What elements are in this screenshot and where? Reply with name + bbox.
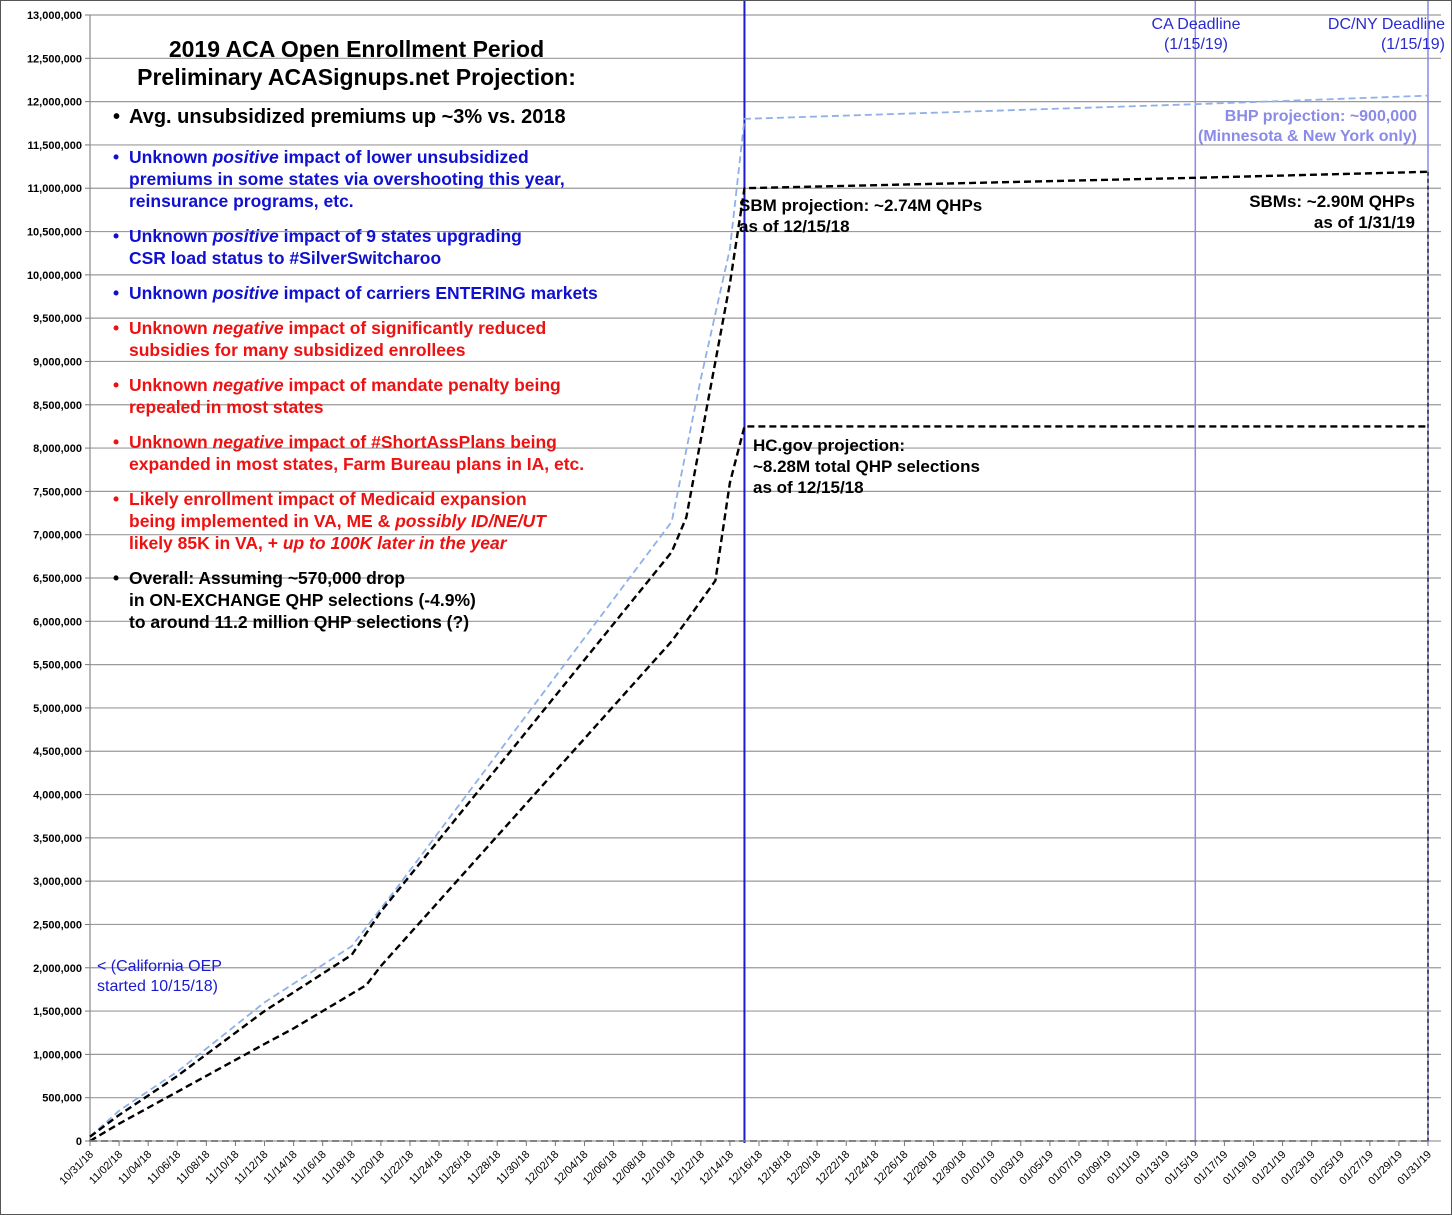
bullet-item: • Avg. unsubsidized premiums up ~3% vs. 2…	[113, 105, 598, 129]
california-oep-annotation: < (California OEP started 10/15/18)	[97, 958, 222, 995]
bullet-emphasis: possibly ID/NE/UT	[395, 511, 546, 531]
y-tick-label: 9,000,000	[33, 356, 82, 368]
y-tick-label: 9,500,000	[33, 313, 82, 325]
bullet-emphasis: up to 100K later in the year	[282, 533, 507, 553]
y-tick-label: 500,000	[42, 1093, 82, 1105]
y-tick-label: 12,000,000	[27, 97, 82, 109]
bullet-dot-icon: •	[113, 147, 120, 167]
bullet-text: Unknown	[129, 283, 213, 303]
bullet-text: impact of carriers ENTERING markets	[278, 283, 598, 303]
bullet-dot-icon: •	[113, 432, 120, 452]
bullet-item: • Unknown positive impact of lower unsubs…	[113, 146, 598, 212]
y-tick-label: 8,000,000	[33, 443, 82, 455]
dcny-deadline-label: DC/NY Deadline (1/15/19)	[1327, 16, 1445, 53]
bullet-item: • Overall: Assuming ~570,000 drop in ON-E…	[113, 567, 598, 633]
bullet-text: likely 85K in VA, +	[129, 533, 278, 553]
bullet-text: Unknown	[129, 318, 213, 338]
bullet-text: Avg. unsubsidized premiums up ~3% vs. 20…	[129, 106, 566, 128]
y-tick-label: 1,500,000	[33, 1006, 82, 1018]
y-tick-label: 0	[76, 1136, 82, 1148]
sbms-final-annotation: SBMs: ~2.90M QHPs as of 1/31/19	[1249, 192, 1415, 232]
y-tick-label: 5,500,000	[33, 660, 82, 672]
bullet-emphasis: negative	[212, 318, 284, 338]
bullet-item: • Unknown negative impact of mandate pena…	[113, 374, 598, 418]
y-tick-label: 4,000,000	[33, 790, 82, 802]
sbm-projection-annotation: SBM projection: ~2.74M QHPs as of 12/15/…	[739, 196, 983, 236]
y-tick-label: 13,000,000	[27, 10, 82, 22]
bullet-text: Unknown	[129, 375, 213, 395]
y-tick-label: 8,500,000	[33, 400, 82, 412]
y-tick-label: 3,500,000	[33, 833, 82, 845]
y-tick-label: 10,500,000	[27, 227, 82, 239]
bullet-dot-icon: •	[113, 375, 120, 395]
y-tick-label: 2,500,000	[33, 919, 82, 931]
bullet-emphasis: positive	[212, 147, 279, 167]
bhp-projection-annotation: BHP projection: ~900,000 (Minnesota & Ne…	[1198, 108, 1417, 145]
chart-title: 2019 ACA Open Enrollment Period Prelimin…	[129, 35, 584, 91]
y-tick-label: 12,500,000	[27, 53, 82, 65]
bullet-dot-icon: •	[113, 283, 120, 303]
bullet-emphasis: negative	[212, 375, 284, 395]
bullet-text: impact of significantly reduced subsidie…	[129, 318, 547, 360]
bullet-dot-icon: •	[113, 106, 121, 128]
y-tick-label: 7,500,000	[33, 486, 82, 498]
y-tick-label: 7,000,000	[33, 530, 82, 542]
bullet-text: impact of lower unsubsidized premiums in…	[129, 147, 565, 211]
bullet-item: • Unknown negative impact of significantl…	[113, 317, 598, 361]
bullet-emphasis: positive	[212, 283, 279, 303]
bullet-item: • Likely enrollment impact of Medicaid ex…	[113, 488, 598, 554]
bullet-text: Unknown	[129, 226, 213, 246]
bullet-text: Unknown	[129, 432, 213, 452]
y-tick-label: 11,500,000	[28, 140, 82, 152]
series-line-1	[89, 170, 1429, 1138]
bullet-item: • Unknown negative impact of #ShortAssPla…	[113, 431, 598, 475]
bullet-emphasis: negative	[212, 432, 284, 452]
bullet-dot-icon: •	[113, 226, 120, 246]
bullet-list: • Avg. unsubsidized premiums up ~3% vs. 2…	[113, 105, 598, 646]
bullet-text: impact of #ShortAssPlans being expanded …	[129, 432, 585, 474]
bullet-item: • Unknown positive impact of 9 states upg…	[113, 225, 598, 269]
bullet-text: Likely enrollment impact of Medicaid exp…	[129, 489, 527, 531]
ca-deadline-label: CA Deadline (1/15/19)	[1151, 16, 1241, 53]
bullet-text: impact of mandate penalty being repealed…	[129, 375, 561, 417]
bullet-dot-icon: •	[113, 568, 120, 588]
bullet-dot-icon: •	[113, 489, 120, 509]
title-line: 2019 ACA Open Enrollment Period	[168, 36, 545, 62]
y-tick-label: 10,000,000	[27, 270, 82, 282]
bullet-text: Overall: Assuming ~570,000 drop in ON-EX…	[129, 568, 476, 632]
subtitle-line: Preliminary ACASignups.net Projection:	[137, 64, 576, 90]
y-tick-label: 11,000,000	[28, 183, 82, 195]
hcgov-projection-annotation: HC.gov projection: ~8.28M total QHP sele…	[753, 436, 980, 497]
y-tick-label: 6,000,000	[33, 616, 82, 628]
series-line-2	[89, 425, 1428, 1143]
y-tick-label: 1,000,000	[33, 1049, 82, 1061]
bullet-emphasis: positive	[212, 226, 279, 246]
y-tick-label: 6,500,000	[33, 573, 82, 585]
bullet-text: impact of 9 states upgrading CSR load st…	[129, 226, 522, 268]
y-tick-label: 2,000,000	[33, 963, 82, 975]
y-tick-label: 4,500,000	[33, 746, 82, 758]
bullet-text: Unknown	[129, 147, 213, 167]
bullet-item: • Unknown positive impact of carriers ENT…	[113, 282, 598, 304]
bullet-dot-icon: •	[113, 318, 120, 338]
y-tick-label: 3,000,000	[33, 876, 82, 888]
y-tick-label: 5,000,000	[33, 703, 82, 715]
